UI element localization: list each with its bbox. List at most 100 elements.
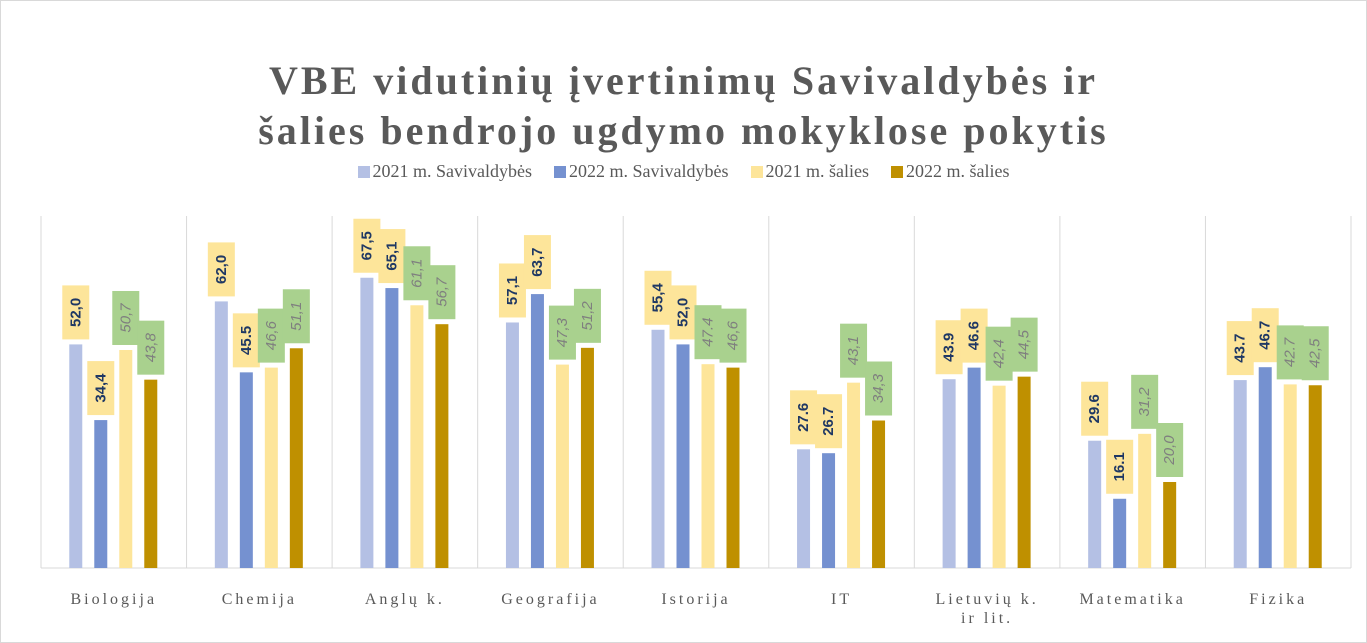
x-tick-label: Matematika (1079, 591, 1186, 608)
bar (1233, 380, 1247, 568)
data-label-box (1251, 308, 1279, 363)
bar (555, 364, 569, 568)
data-label-box (1081, 381, 1109, 436)
data-label-box (840, 323, 868, 378)
legend-item: 2022 m. Savivaldybės (554, 161, 729, 182)
data-label: 51,2 (579, 301, 596, 331)
data-label-box (257, 308, 285, 363)
data-label: 52,0 (67, 298, 84, 327)
bar (1308, 385, 1322, 568)
bar (1113, 498, 1127, 568)
data-label-box (282, 289, 310, 344)
data-label: 61,1 (408, 259, 425, 288)
data-label: 27.6 (795, 403, 812, 432)
bar (360, 277, 374, 568)
bar (119, 349, 133, 568)
x-tick-label-box: Geografija (501, 591, 600, 608)
bar (651, 329, 665, 568)
bar (1138, 433, 1152, 568)
data-label-box (815, 394, 843, 449)
data-label-box (790, 390, 818, 445)
bar (1283, 384, 1297, 568)
x-tick-label: Geografija (501, 591, 600, 608)
data-label-box (1156, 423, 1184, 477)
legend-label: 2022 m. Savivaldybės (569, 161, 729, 181)
data-label: 57,1 (504, 276, 521, 305)
bar (289, 348, 303, 568)
bar (797, 449, 811, 568)
data-label: 42,5 (1307, 338, 1324, 368)
data-label: 63,7 (529, 247, 546, 276)
data-label: 43.9 (941, 333, 958, 362)
data-label: 47.4 (700, 318, 717, 347)
x-tick-label: IT (830, 591, 853, 608)
data-label-box (87, 361, 115, 416)
data-label: 47,3 (554, 317, 571, 347)
data-label-box (1301, 326, 1329, 381)
data-label-box (644, 270, 672, 325)
data-label-box (1106, 439, 1134, 494)
bar (1163, 482, 1177, 568)
x-tick-label-box: Matematika (1079, 591, 1186, 608)
bar (942, 379, 956, 568)
x-tick-label-box: Chemija (222, 591, 294, 608)
data-label-box (137, 320, 165, 375)
data-label-box (865, 361, 893, 416)
data-label: 42.7 (1282, 337, 1299, 367)
data-label-box (985, 326, 1013, 381)
data-label-box (1131, 374, 1159, 429)
data-label-box (573, 288, 601, 343)
data-label-box (378, 229, 406, 284)
x-tick-label: Biologija (70, 591, 158, 608)
data-label: 46.6 (966, 321, 983, 350)
data-label: 43,8 (142, 332, 159, 362)
legend-item: 2021 m. Savivaldybės (357, 161, 532, 182)
legend-label: 2022 m. šalies (906, 161, 1010, 181)
x-tick-label: Lietuvių k. ir lit. (935, 591, 1039, 627)
x-tick-label-box: Istorija (661, 591, 727, 608)
data-label-box (62, 285, 90, 340)
data-label-box (935, 320, 963, 375)
bar (410, 305, 424, 568)
data-label: 46,6 (725, 320, 742, 350)
data-label-box (403, 246, 431, 301)
data-label-box (1010, 317, 1038, 372)
data-label: 51,1 (288, 302, 305, 331)
data-label-box (232, 313, 260, 368)
bar (580, 347, 594, 568)
data-label: 29.6 (1086, 394, 1103, 423)
data-label-box (719, 308, 747, 363)
data-label: 62,0 (213, 255, 230, 284)
data-label: 16.1 (1111, 452, 1128, 481)
data-label: 34,4 (92, 373, 109, 403)
data-label-box (353, 218, 381, 273)
legend-swatch (554, 165, 566, 178)
legend-swatch (750, 165, 763, 178)
bar (1258, 367, 1272, 568)
x-tick-label-box: Biologija (70, 591, 158, 608)
data-label-box (207, 242, 235, 297)
bar (847, 382, 861, 568)
data-label: 26.7 (820, 407, 837, 436)
x-tick-label-box: IT (830, 591, 853, 608)
data-label: 50,7 (117, 303, 134, 333)
data-label-box (669, 285, 697, 340)
data-label: 65,1 (383, 241, 400, 270)
data-label-box (960, 308, 988, 363)
bar (676, 344, 690, 568)
data-label-box (694, 305, 722, 360)
bar (239, 372, 253, 568)
bar (69, 344, 83, 568)
legend: 2021 m. Savivaldybės 2022 m. Savivaldybės… (1, 161, 1366, 182)
data-label-box (1276, 325, 1304, 380)
data-label: 34,3 (870, 373, 887, 403)
data-label: 31,2 (1136, 387, 1153, 417)
x-tick-label-box: Anglų k. (365, 591, 442, 608)
data-label: 67,5 (358, 231, 375, 260)
data-label: 52,0 (675, 298, 692, 327)
data-label: 46.7 (1257, 321, 1274, 350)
bar (94, 420, 108, 568)
data-label: 20,0 (1161, 435, 1178, 466)
